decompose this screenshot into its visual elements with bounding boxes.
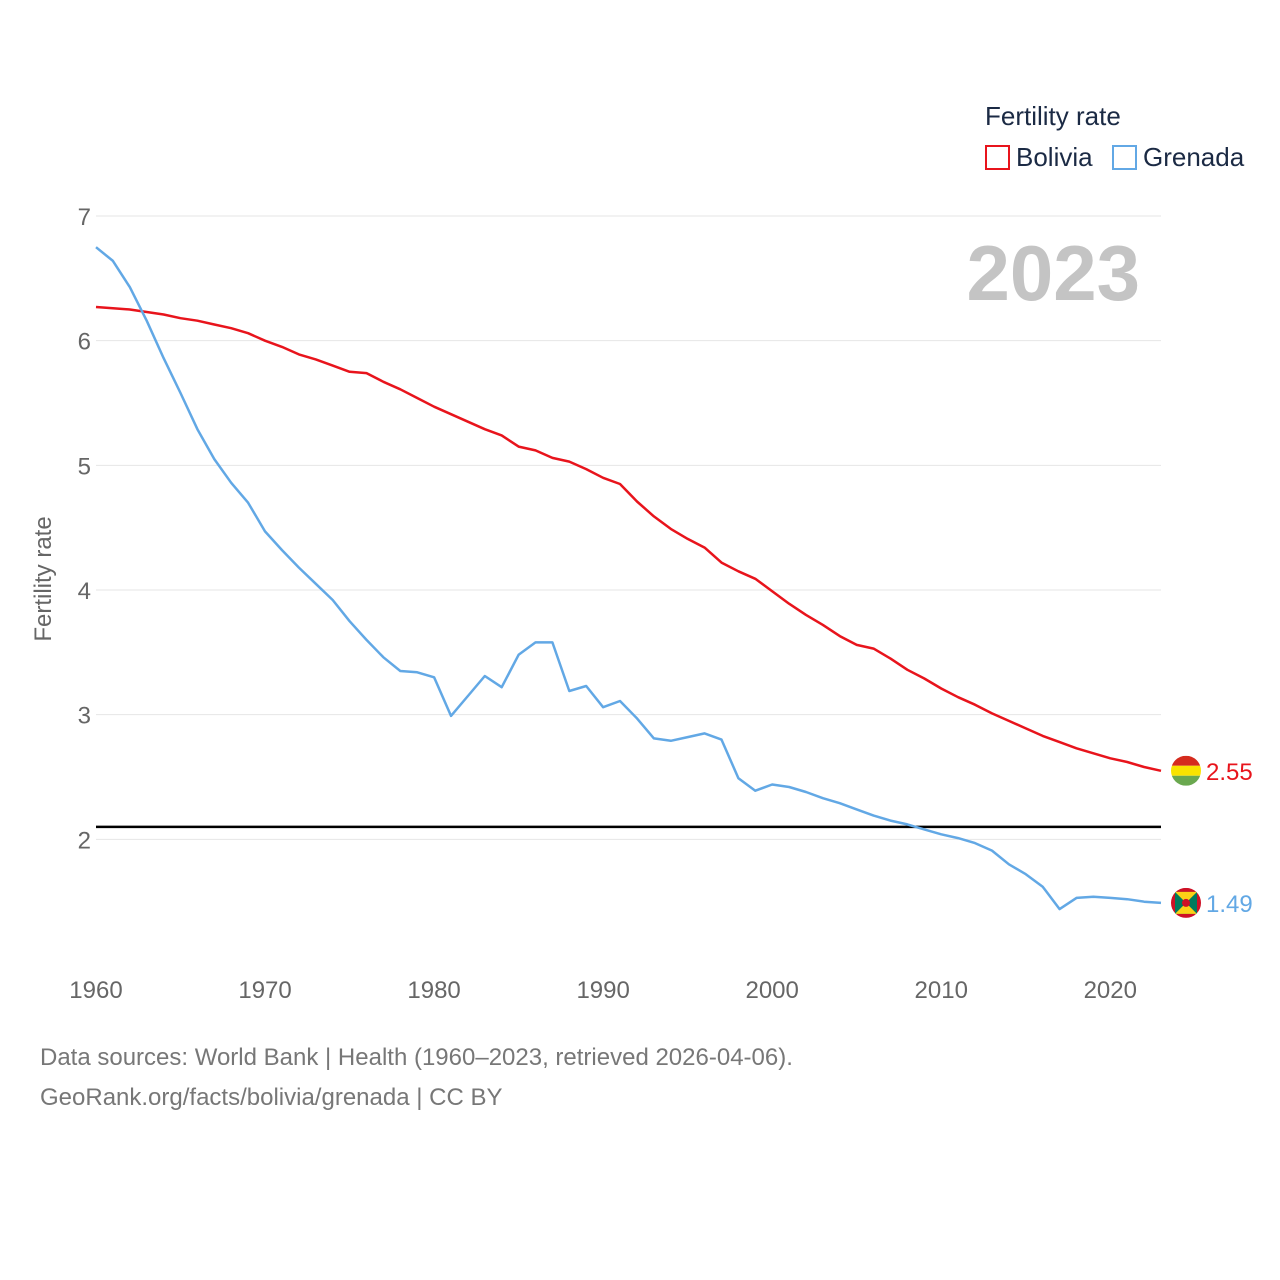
y-tick-label-5: 5 [78, 453, 91, 480]
end-value-label-grenada: 1.49 [1206, 891, 1253, 918]
attribution-link[interactable]: GeoRank.org/facts/bolivia/grenada | CC B… [40, 1084, 503, 1111]
legend-label-grenada: Grenada [1143, 142, 1245, 172]
legend-item-bolivia[interactable]: Bolivia [985, 142, 1093, 172]
x-tick-label-2020: 2020 [1084, 977, 1137, 1004]
legend-title: Fertility rate [985, 101, 1121, 131]
y-axis-ticks: 2 3 4 5 6 7 [78, 204, 91, 854]
x-axis-ticks: 1960 1970 1980 1990 2000 2010 2020 [69, 977, 1137, 1004]
series-lines [95, 246, 1162, 911]
grenada-flag-icon [1171, 887, 1201, 918]
grid-lines [96, 215, 1161, 840]
legend-item-grenada[interactable]: Grenada [1112, 142, 1245, 172]
y-tick-label-6: 6 [78, 329, 91, 356]
y-axis-title: Fertility rate [30, 516, 57, 641]
series-line-bolivia[interactable] [95, 305, 1162, 773]
series-end-markers: 2.55 1.49 [1171, 755, 1253, 918]
legend-label-bolivia: Bolivia [1016, 142, 1093, 172]
y-tick-label-2: 2 [78, 827, 91, 854]
legend-swatch-bolivia [985, 145, 1010, 170]
data-sources-note: Data sources: World Bank | Health (1960–… [40, 1044, 793, 1071]
legend: Fertility rate Bolivia Grenada [985, 101, 1245, 172]
bolivia-flag-icon [1171, 755, 1201, 786]
x-tick-label-1990: 1990 [576, 977, 629, 1004]
end-value-label-bolivia: 2.55 [1206, 759, 1253, 786]
year-label: 2023 [966, 229, 1140, 317]
x-tick-label-2000: 2000 [745, 977, 798, 1004]
y-tick-label-4: 4 [78, 578, 91, 605]
x-tick-label-1960: 1960 [69, 977, 122, 1004]
x-tick-label-1980: 1980 [407, 977, 460, 1004]
y-tick-label-3: 3 [78, 703, 91, 730]
x-tick-label-1970: 1970 [238, 977, 291, 1004]
series-line-grenada[interactable] [95, 246, 1162, 911]
legend-swatch-grenada [1112, 145, 1137, 170]
x-tick-label-2010: 2010 [915, 977, 968, 1004]
y-tick-label-7: 7 [78, 204, 91, 231]
